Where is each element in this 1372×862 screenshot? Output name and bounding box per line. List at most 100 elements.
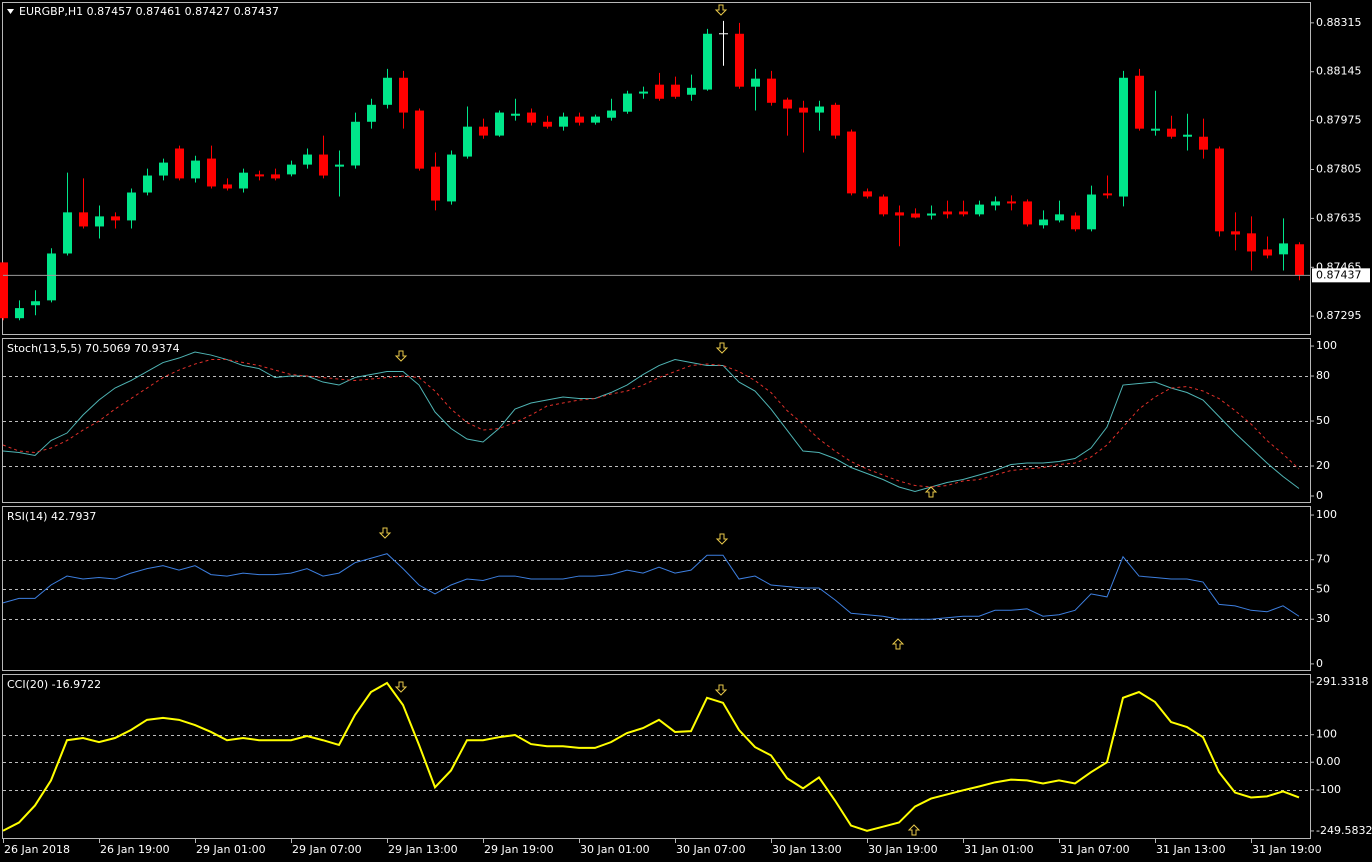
- candle-body: [655, 84, 664, 99]
- y-tick-label: 100: [1316, 728, 1337, 741]
- x-tick-label: 30 Jan 01:00: [580, 843, 650, 856]
- signal-arrow: [714, 4, 728, 16]
- x-tick-label: 31 Jan 07:00: [1060, 843, 1130, 856]
- rsi-panel-frame: [2, 506, 1311, 671]
- x-tick-label: 30 Jan 13:00: [772, 843, 842, 856]
- candle-body: [159, 162, 168, 176]
- candle-body: [1151, 128, 1160, 131]
- candle-body: [527, 112, 536, 123]
- signal-arrow: [924, 486, 938, 498]
- candle-body: [335, 164, 344, 167]
- candle-body: [15, 308, 24, 319]
- candle-body: [1247, 233, 1256, 252]
- y-tick-label: 80: [1316, 369, 1330, 382]
- candle-body: [47, 253, 56, 301]
- candle-body: [463, 126, 472, 157]
- candle-body: [783, 99, 792, 109]
- candle-body: [831, 104, 840, 136]
- candle-body: [607, 110, 616, 118]
- x-tick-label: 26 Jan 2018: [4, 843, 70, 856]
- candle-body: [879, 196, 888, 215]
- candle-body: [1215, 148, 1224, 232]
- signal-arrow: [715, 342, 729, 354]
- candle-body: [799, 107, 808, 113]
- candle-body: [575, 116, 584, 123]
- candle-body: [1231, 231, 1240, 235]
- signal-arrow: [714, 684, 728, 696]
- x-tick-label: 29 Jan 01:00: [196, 843, 266, 856]
- candle-body: [1087, 194, 1096, 230]
- candle-body: [815, 106, 824, 113]
- y-tick-label: 0: [1316, 657, 1323, 670]
- candle-body: [1295, 244, 1304, 276]
- candle-body: [1167, 128, 1176, 137]
- y-tick-label: 50: [1316, 582, 1330, 595]
- y-tick-label: -249.5832: [1316, 824, 1372, 837]
- y-tick-label: 291.3318: [1316, 675, 1369, 688]
- candle-body: [255, 174, 264, 177]
- candle-body: [751, 78, 760, 87]
- chart-title: EURGBP,H1 0.87457 0.87461 0.87427 0.8743…: [19, 5, 279, 18]
- candle-body: [1007, 201, 1016, 204]
- candle-body: [543, 121, 552, 127]
- candle-body: [863, 191, 872, 197]
- candle-body: [1071, 215, 1080, 230]
- candle-body: [319, 154, 328, 176]
- candle-body: [31, 301, 40, 306]
- candle-body: [223, 184, 232, 189]
- x-tick-label: 30 Jan 19:00: [868, 843, 938, 856]
- candle-body: [1055, 214, 1064, 221]
- candle-body: [559, 116, 568, 127]
- candle-body: [127, 192, 136, 221]
- candle-body: [287, 164, 296, 175]
- candle-body: [623, 93, 632, 112]
- y-tick-label: 0.87975: [1316, 114, 1362, 127]
- signal-arrow: [907, 824, 921, 836]
- candle-body: [895, 212, 904, 216]
- candle-body: [207, 158, 216, 187]
- x-tick-label: 29 Jan 07:00: [292, 843, 362, 856]
- candle-body: [1199, 136, 1208, 150]
- candle-body: [1183, 134, 1192, 137]
- candle-body: [943, 211, 952, 215]
- candle-body: [79, 212, 88, 227]
- candle-body: [687, 87, 696, 95]
- candle-body: [479, 126, 488, 136]
- candle-body: [495, 112, 504, 136]
- y-tick-label: 0: [1316, 489, 1323, 502]
- x-tick-label: 31 Jan 19:00: [1252, 843, 1322, 856]
- candle-body: [367, 104, 376, 122]
- x-tick-label: 31 Jan 13:00: [1156, 843, 1226, 856]
- candle-body: [703, 33, 712, 90]
- y-tick-label: 0.00: [1316, 755, 1341, 768]
- candle-body: [735, 33, 744, 87]
- y-tick-label: 20: [1316, 459, 1330, 472]
- candle-body: [1279, 243, 1288, 255]
- y-tick-label: 0.88145: [1316, 65, 1362, 78]
- menu-triangle: [7, 9, 14, 14]
- y-tick-label: 0.88315: [1316, 16, 1362, 29]
- current-price-box: [1312, 268, 1370, 283]
- candle-body: [399, 77, 408, 113]
- candle-body: [175, 148, 184, 179]
- signal-arrow: [891, 638, 905, 650]
- y-tick-label: 0.87805: [1316, 163, 1362, 176]
- candle-body: [511, 113, 520, 116]
- candle-body: [447, 154, 456, 202]
- y-tick-label: 50: [1316, 414, 1330, 427]
- candle-body: [959, 211, 968, 215]
- signal-arrow: [378, 527, 392, 539]
- candle-body: [847, 131, 856, 194]
- candle-body: [431, 166, 440, 201]
- candle-body: [351, 121, 360, 166]
- y-tick-label: 70: [1316, 553, 1330, 566]
- candle-body: [991, 201, 1000, 206]
- indicator-title: RSI(14) 42.7937: [7, 510, 96, 523]
- x-tick-label: 30 Jan 07:00: [676, 843, 746, 856]
- x-tick-label: 29 Jan 19:00: [484, 843, 554, 856]
- y-tick-label: 0.87295: [1316, 309, 1362, 322]
- cci-panel-frame: [2, 674, 1311, 839]
- signal-arrow: [715, 533, 729, 545]
